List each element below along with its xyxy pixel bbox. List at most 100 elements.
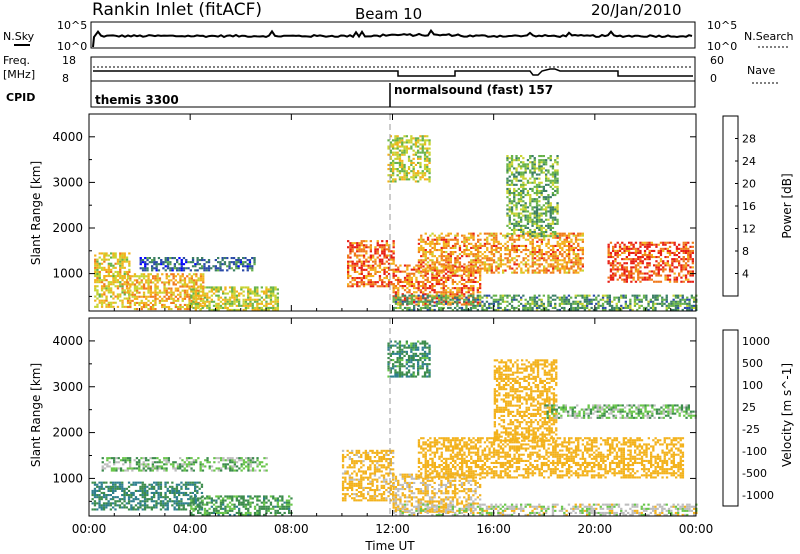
data-cell	[365, 240, 368, 243]
data-cell	[639, 243, 642, 246]
data-cell	[405, 139, 408, 142]
data-cell	[123, 283, 126, 286]
data-cell	[467, 249, 471, 252]
data-cell	[549, 300, 552, 303]
data-cell	[410, 159, 413, 162]
data-cell	[126, 289, 130, 292]
data-cell	[547, 300, 550, 303]
data-cell	[195, 281, 198, 284]
data-cell	[558, 302, 561, 305]
data-cell	[94, 285, 97, 288]
data-cell	[163, 299, 166, 302]
data-cell	[542, 306, 545, 309]
data-cell	[689, 245, 692, 248]
data-cell	[91, 489, 94, 492]
data-cell	[414, 163, 418, 166]
data-cell	[436, 236, 439, 239]
data-cell	[563, 232, 566, 235]
data-cell	[149, 295, 152, 298]
data-cell	[426, 178, 429, 181]
data-cell	[449, 269, 452, 272]
data-cell	[147, 295, 150, 298]
data-cell	[263, 308, 266, 311]
data-cell	[143, 485, 147, 488]
data-cell	[398, 176, 402, 179]
y-tick-label: 4000	[52, 130, 83, 144]
data-cell	[477, 271, 480, 274]
data-cell	[673, 280, 676, 283]
data-cell	[98, 256, 101, 259]
data-cell	[542, 189, 545, 192]
data-cell	[156, 279, 159, 282]
data-cell	[581, 251, 584, 254]
data-cell	[179, 293, 182, 296]
data-cell	[506, 224, 509, 227]
data-cell	[205, 267, 208, 270]
data-cell	[632, 276, 635, 279]
data-cell	[592, 308, 596, 311]
data-cell	[612, 266, 615, 269]
data-cell	[447, 300, 450, 303]
data-cell	[526, 165, 530, 168]
data-cell	[522, 204, 525, 207]
data-cell	[197, 277, 200, 280]
data-cell	[133, 289, 137, 292]
data-cell	[403, 299, 407, 302]
data-cell	[244, 265, 247, 268]
data-cell	[481, 253, 484, 256]
data-cell	[235, 290, 238, 293]
data-cell	[570, 232, 573, 235]
data-cell	[520, 244, 523, 247]
data-cell	[682, 243, 685, 246]
data-cell	[226, 292, 229, 295]
data-cell	[642, 306, 646, 309]
data-cell	[118, 487, 122, 490]
data-cell	[465, 298, 468, 301]
data-cell	[447, 276, 450, 279]
data-cell	[387, 246, 391, 249]
data-cell	[412, 161, 415, 164]
data-cell	[172, 301, 175, 304]
data-cell	[465, 240, 468, 243]
data-cell	[565, 238, 568, 241]
data-cell	[399, 298, 402, 301]
data-cell	[102, 496, 106, 499]
data-cell	[657, 268, 660, 271]
data-cell	[267, 294, 270, 297]
data-cell	[224, 302, 227, 305]
data-cell	[634, 266, 638, 269]
data-cell	[522, 196, 525, 199]
data-cell	[110, 303, 113, 306]
data-cell	[159, 491, 163, 494]
data-cell	[574, 255, 578, 258]
data-cell	[396, 170, 399, 173]
data-cell	[199, 285, 203, 288]
data-cell	[413, 268, 416, 271]
data-cell	[463, 278, 466, 281]
data-cell	[405, 174, 408, 177]
data-cell	[510, 296, 514, 299]
data-cell	[659, 251, 663, 254]
data-cell	[444, 289, 448, 292]
data-cell	[118, 504, 122, 507]
data-cell	[477, 255, 480, 258]
data-cell	[433, 291, 436, 294]
data-cell	[531, 298, 534, 301]
data-cell	[237, 267, 240, 270]
data-cell	[586, 300, 589, 303]
data-cell	[639, 249, 642, 252]
data-cell	[538, 163, 541, 166]
data-cell	[387, 285, 391, 288]
data-cell	[149, 301, 152, 304]
data-cell	[438, 272, 441, 275]
data-cell	[474, 304, 477, 307]
data-cell	[616, 266, 619, 269]
data-cell	[628, 254, 631, 257]
data-cell	[583, 308, 586, 311]
data-cell	[449, 274, 452, 277]
data-cell	[630, 243, 633, 246]
data-cell	[662, 241, 665, 244]
data-cell	[149, 293, 152, 296]
data-cell	[638, 304, 641, 307]
data-cell	[479, 276, 482, 279]
